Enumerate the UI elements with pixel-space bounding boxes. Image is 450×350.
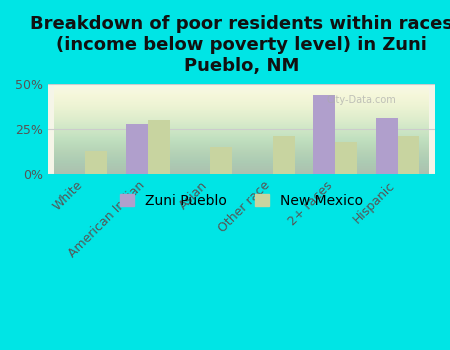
Bar: [397, 136, 419, 174]
Text: City-Data.com: City-Data.com: [327, 95, 396, 105]
Legend: Zuni Pueblo, New Mexico: Zuni Pueblo, New Mexico: [114, 188, 369, 213]
Bar: [148, 120, 170, 174]
Bar: [313, 95, 335, 174]
Bar: [126, 124, 148, 174]
Bar: [210, 147, 232, 174]
Bar: [335, 142, 357, 174]
Bar: [86, 150, 107, 174]
Bar: [376, 118, 397, 174]
Bar: [273, 136, 294, 174]
Title: Breakdown of poor residents within races
(income below poverty level) in Zuni
Pu: Breakdown of poor residents within races…: [30, 15, 450, 75]
